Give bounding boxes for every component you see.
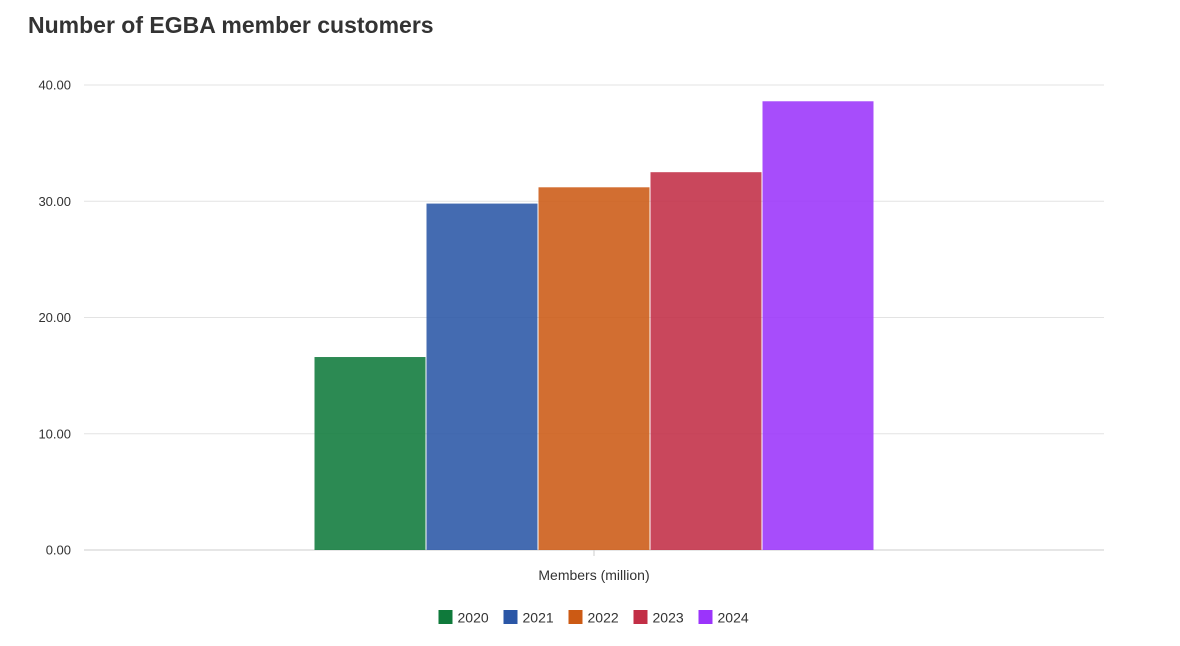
legend-label-2023[interactable]: 2023 [653,610,684,626]
y-tick-label: 20.00 [38,310,71,325]
legend-swatch-2023[interactable] [633,610,648,624]
legend-swatch-2024[interactable] [698,610,713,624]
legend-swatch-2021[interactable] [503,610,518,624]
legend-label-2022[interactable]: 2022 [588,610,619,626]
bar-2023[interactable] [650,172,762,550]
y-tick-label: 0.00 [46,543,71,558]
x-category-label: Members (million) [538,567,649,583]
bar-2022[interactable] [538,187,650,551]
legend-label-2024[interactable]: 2024 [718,610,749,626]
bar-2020[interactable] [314,357,426,550]
legend-label-2021[interactable]: 2021 [523,610,554,626]
y-tick-label: 30.00 [38,194,71,209]
y-tick-label: 40.00 [38,78,71,93]
bar-2024[interactable] [762,101,874,551]
legend-swatch-2020[interactable] [438,610,453,624]
chart-title: Number of EGBA member customers [28,12,434,38]
legend-label-2020[interactable]: 2020 [458,610,489,626]
bar-2021[interactable] [426,203,538,550]
y-tick-label: 10.00 [38,426,71,441]
legend-swatch-2022[interactable] [568,610,583,624]
